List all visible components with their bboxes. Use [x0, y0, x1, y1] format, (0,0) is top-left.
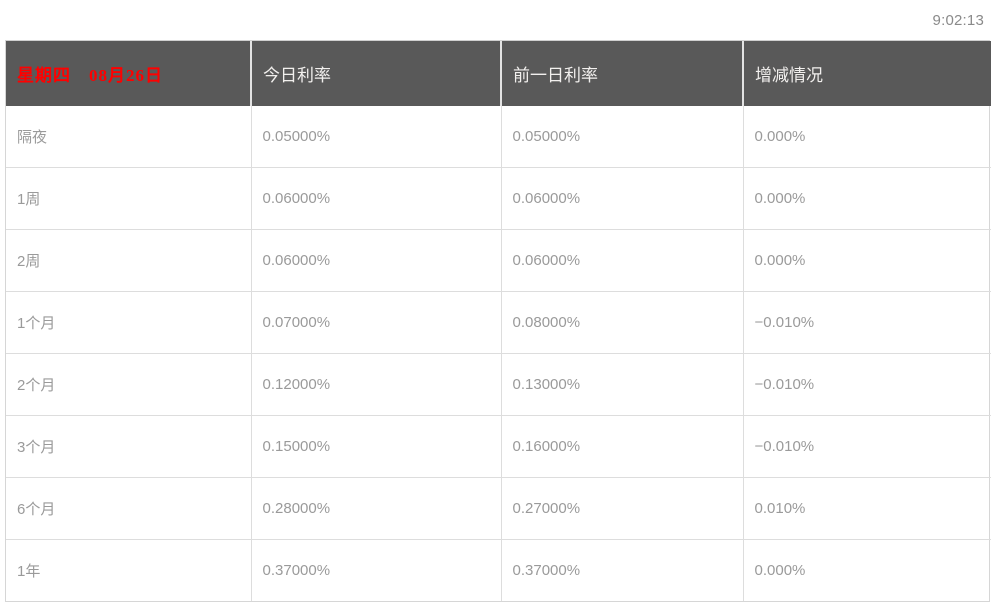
- change-cell: 0.000%: [754, 128, 806, 145]
- term-cell: 1年: [6, 539, 252, 601]
- previous-rate-cell: 0.06000%: [501, 229, 744, 292]
- change-cell: 0.000%: [743, 167, 991, 230]
- today-rate-cell: 0.06000%: [251, 229, 502, 292]
- today-rate-cell: 0.06000%: [251, 167, 502, 230]
- previous-rate-cell: 0.05000%: [501, 106, 744, 168]
- change-cell: 0.000%: [743, 539, 991, 601]
- clock-time: 9:02:13: [932, 11, 984, 29]
- term-cell: 3个月: [6, 415, 252, 478]
- term-cell: 2个月: [6, 353, 252, 416]
- today-rate-cell: 0.15000%: [251, 415, 502, 478]
- today-rate-cell: 0.12000%: [251, 353, 502, 416]
- table-header: 星期四 08月26日 今日利率 前一日利率 增减情况: [6, 41, 991, 106]
- table-body: 隔夜 0.05000% 0.05000% 0.000% 1周 0.06000% 0.0600…: [6, 106, 991, 601]
- change-cell: −0.010%: [743, 415, 991, 478]
- table-row: 6个月 0.28000% 0.27000% 0.010%: [6, 477, 991, 540]
- term-cell: 1个月: [6, 291, 252, 354]
- today-rate-cell: 0.37000%: [251, 539, 502, 601]
- today-rate-header: 今日利率: [251, 41, 502, 106]
- today-rate-cell: 0.28000%: [251, 477, 502, 540]
- clock-bar: 9:02:13: [0, 0, 998, 40]
- date-header: 星期四 08月26日: [6, 41, 252, 106]
- change-cell: −0.010%: [743, 291, 991, 354]
- previous-rate-cell: 0.37000%: [501, 539, 744, 601]
- previous-rate-cell: 0.06000%: [501, 167, 744, 230]
- term-cell: 隔夜: [6, 106, 252, 168]
- table-row: 1个月 0.07000% 0.08000% −0.010%: [6, 291, 991, 354]
- previous-rate-header: 前一日利率: [501, 41, 744, 106]
- table-row: 1年 0.37000% 0.37000% 0.000%: [6, 539, 991, 601]
- rates-table-container: 星期四 08月26日 今日利率 前一日利率 增减情况 隔夜 0.05000% 0.0…: [5, 40, 991, 602]
- table-row: 1周 0.06000% 0.06000% 0.000%: [6, 167, 991, 230]
- term-cell: 2周: [6, 229, 252, 292]
- table-row: 2周 0.06000% 0.06000% 0.000%: [6, 229, 991, 292]
- change-cell: 0.000%: [743, 229, 991, 292]
- term-cell: 6个月: [6, 477, 252, 540]
- table-row: 3个月 0.15000% 0.16000% −0.010%: [6, 415, 991, 478]
- term-cell: 1周: [6, 167, 252, 230]
- table-row: 隔夜 0.05000% 0.05000% 0.000%: [6, 106, 991, 168]
- previous-rate-cell: 0.13000%: [501, 353, 744, 416]
- previous-rate-cell: 0.27000%: [501, 477, 744, 540]
- today-rate-cell: 0.07000%: [251, 291, 502, 354]
- change-cell: −0.010%: [743, 353, 991, 416]
- previous-rate-cell: 0.08000%: [501, 291, 744, 354]
- today-rate-cell: 0.05000%: [251, 106, 502, 168]
- table-header-row: 星期四 08月26日 今日利率 前一日利率 增减情况: [6, 41, 991, 106]
- table-row: 2个月 0.12000% 0.13000% −0.010%: [6, 353, 991, 416]
- change-cell: 0.010%: [743, 477, 991, 540]
- change-header: 增减情况: [743, 41, 991, 106]
- interest-rates-table: 星期四 08月26日 今日利率 前一日利率 增减情况 隔夜 0.05000% 0.0…: [6, 41, 991, 601]
- previous-rate-cell: 0.16000%: [501, 415, 744, 478]
